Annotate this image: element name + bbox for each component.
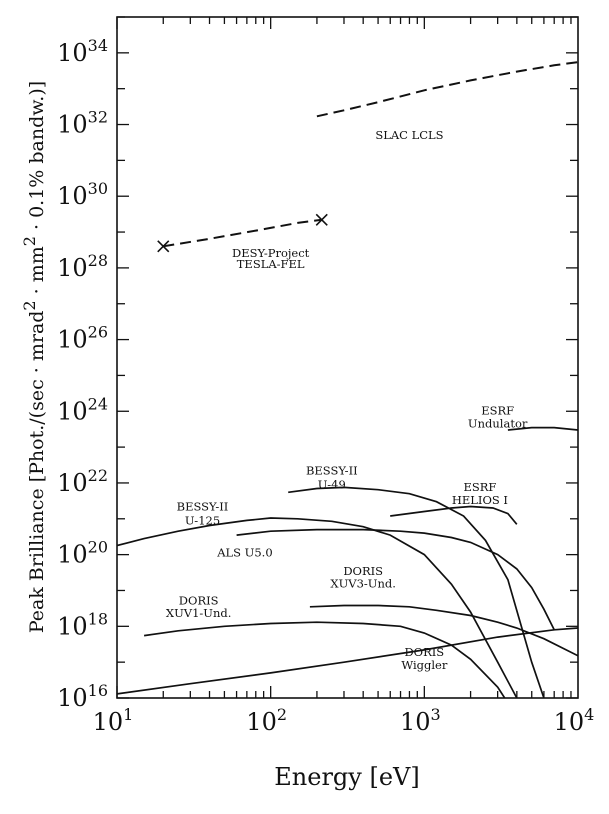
y-tick-label: 1018 — [57, 609, 108, 640]
x-axis-label: Energy [eV] — [274, 763, 419, 791]
y-tick-base: 10 — [57, 111, 88, 139]
y-tick-base: 10 — [57, 469, 88, 497]
y-tick-exp: 34 — [88, 36, 108, 55]
annotation-label: DORIS — [343, 564, 383, 578]
y-tick-base: 10 — [57, 541, 88, 569]
y-tick-label: 1028 — [57, 251, 108, 282]
x-tick-label: 102 — [246, 705, 287, 736]
annotation-label: Undulator — [468, 417, 528, 431]
y-tick-base: 10 — [57, 612, 88, 640]
y-tick-exp: 28 — [88, 251, 108, 270]
annotation-label: DESY-Project — [232, 246, 310, 260]
plot-frame — [116, 16, 579, 699]
series-line-als-u5-0 — [236, 528, 555, 631]
x-tick-exp: 1 — [123, 705, 133, 724]
x-tick-base: 10 — [400, 708, 431, 736]
annotation-label: TESLA-FEL — [237, 257, 305, 271]
annotation-label: DORIS — [179, 594, 219, 608]
y-tick-base: 10 — [57, 39, 88, 67]
x-tick-exp: 3 — [431, 705, 441, 724]
y-tick-exp: 20 — [88, 538, 108, 557]
series-group — [117, 61, 578, 698]
y-tick-exp: 24 — [88, 394, 108, 413]
x-tick-base: 10 — [246, 708, 277, 736]
annotation-label: XUV3-Und. — [330, 577, 396, 591]
annotation-label: BESSY-II — [177, 500, 229, 514]
series-line-slac-lcls — [316, 61, 578, 118]
y-tick-base: 10 — [57, 684, 88, 712]
annotation-label: XUV1-Und. — [166, 606, 232, 620]
x-tick-label: 104 — [554, 705, 595, 736]
y-axis-label-part-b: · mm — [26, 246, 48, 300]
annotation-label: BESSY-II — [306, 464, 358, 478]
series-line-doris-wiggler — [117, 627, 578, 695]
y-tick-label: 1020 — [57, 538, 108, 569]
y-tick-base: 10 — [57, 254, 88, 282]
x-tick-label: 103 — [400, 705, 441, 736]
series-line-doris-xuv1-und — [143, 621, 506, 698]
tesla-fel-x-marker — [315, 213, 328, 226]
tesla-fel-x-marker — [157, 240, 170, 253]
y-axis-label-sup-1: 2 — [20, 300, 39, 310]
series-line-bessy-ii-u-125 — [117, 517, 518, 698]
annotation-label: ESRF — [463, 480, 496, 494]
annotation-label: Wiggler — [401, 658, 448, 672]
y-tick-exp: 22 — [88, 466, 108, 485]
y-tick-label: 1032 — [57, 108, 108, 139]
y-tick-label: 1026 — [57, 323, 108, 354]
y-tick-label: 1030 — [57, 179, 108, 210]
y-tick-label: 1016 — [57, 681, 108, 712]
y-tick-label: 1024 — [57, 394, 108, 425]
axis-ticks — [116, 16, 578, 699]
x-tick-label: 101 — [93, 705, 134, 736]
y-tick-exp: 16 — [88, 681, 108, 700]
series-line-esrf-helios-i — [390, 505, 518, 525]
y-tick-exp: 18 — [88, 609, 108, 628]
y-axis-label: Peak Brilliance [Phot./(sec · mrad2 · mm… — [20, 81, 48, 633]
y-tick-label: 1034 — [57, 36, 108, 67]
y-axis-label-part-a: Peak Brilliance [Phot./(sec · mrad — [26, 311, 48, 634]
annotation-label: SLAC LCLS — [375, 128, 443, 142]
y-tick-base: 10 — [57, 326, 88, 354]
x-tick-exp: 2 — [277, 705, 287, 724]
annotation-label: U-125 — [185, 513, 220, 527]
annotation-label: U-49 — [318, 477, 346, 491]
x-tick-labels: 101 102 103 104 — [93, 705, 595, 736]
annotation-label: DORIS — [404, 645, 444, 659]
series-line-bessy-ii-u-49 — [288, 486, 545, 698]
y-tick-base: 10 — [57, 182, 88, 210]
annotation-label: ALS U5.0 — [216, 545, 272, 559]
annotation-label: ESRF — [481, 404, 514, 418]
y-axis-label-sup-2: 2 — [20, 236, 39, 246]
x-tick-exp: 4 — [584, 705, 594, 724]
y-tick-label: 1022 — [57, 466, 108, 497]
y-tick-exp: 30 — [88, 179, 108, 198]
y-tick-exp: 26 — [88, 323, 108, 342]
x-tick-base: 10 — [93, 708, 124, 736]
series-line-desy-project-tesla-fel — [163, 218, 322, 248]
y-tick-exp: 32 — [88, 108, 108, 127]
y-axis-label-part-c: · 0.1% bandw.)] — [26, 81, 48, 236]
x-tick-base: 10 — [554, 708, 585, 736]
series-line-esrf-undulator — [507, 426, 578, 431]
y-tick-base: 10 — [57, 397, 88, 425]
annotations-group: SLAC LCLSDESY-ProjectTESLA-FELESRFUndula… — [166, 128, 528, 672]
annotation-label: HELIOS I — [452, 493, 508, 507]
